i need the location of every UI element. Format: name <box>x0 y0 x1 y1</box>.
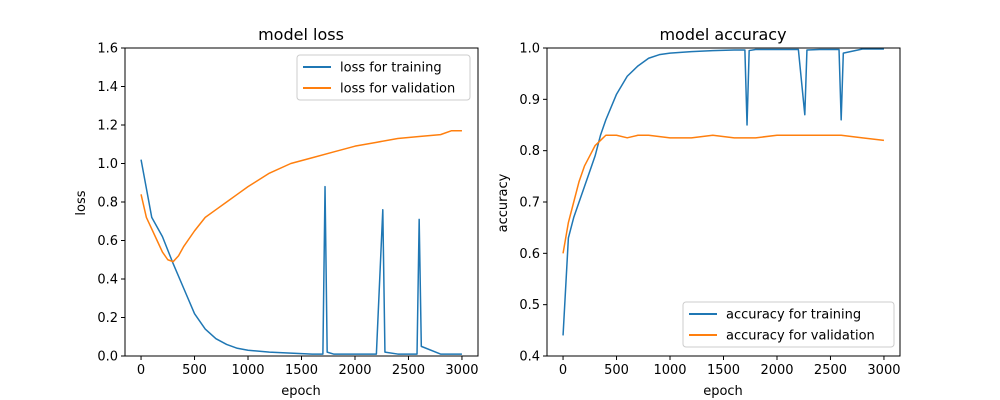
loss-y-axis-label: loss <box>74 190 89 215</box>
accuracy-x-tick-label: 2500 <box>814 363 847 378</box>
accuracy-legend-label: accuracy for validation <box>726 329 875 344</box>
loss-legend: loss for training loss for validation <box>296 54 471 101</box>
accuracy-x-tick-label: 1000 <box>653 363 686 378</box>
accuracy-chart: model accuracy epoch accuracy 0 500 1000 15… <box>496 25 901 399</box>
loss-y-tick-label: 0.4 <box>97 273 118 288</box>
loss-x-tick-label: 500 <box>182 363 207 378</box>
accuracy-y-tick-label: 0.9 <box>519 93 540 108</box>
loss-legend-box <box>296 54 471 101</box>
accuracy-y-tick-label: 0.4 <box>519 350 540 365</box>
loss-x-tick-label: 2500 <box>392 363 425 378</box>
loss-x-tick-label: 1500 <box>285 363 318 378</box>
accuracy-y-axis-label: accuracy <box>496 173 511 232</box>
accuracy-x-axis-label: epoch <box>703 384 743 399</box>
loss-x-axis-label: epoch <box>281 384 321 399</box>
accuracy-y-tick-label: 1.0 <box>519 42 540 57</box>
loss-series-line-training <box>140 159 462 355</box>
accuracy-legend: accuracy for training accuracy for valida… <box>682 301 895 348</box>
loss-y-tick-label: 0.8 <box>97 196 118 211</box>
loss-y-tick-label: 0.0 <box>97 350 118 365</box>
accuracy-series-line-training <box>562 48 884 336</box>
loss-chart-title: model loss <box>258 25 344 44</box>
accuracy-chart-title: model accuracy <box>659 25 786 44</box>
accuracy-y-tick-label: 0.7 <box>519 196 540 211</box>
accuracy-y-tick-label: 0.8 <box>519 144 540 159</box>
loss-x-tick-label: 1000 <box>231 363 264 378</box>
accuracy-y-tick-label: 0.6 <box>519 247 540 262</box>
loss-x-tick-label: 3000 <box>445 363 478 378</box>
accuracy-legend-box <box>682 301 895 348</box>
loss-legend-label: loss for validation <box>340 82 455 97</box>
loss-y-tick-label: 0.2 <box>97 311 118 326</box>
accuracy-y-tick-label: 0.5 <box>519 298 540 313</box>
loss-y-tick-label: 1.6 <box>97 42 118 57</box>
accuracy-legend-label: accuracy for training <box>726 308 861 323</box>
loss-chart: model loss epoch loss 0 500 1000 1500 2000 25… <box>74 25 479 399</box>
accuracy-x-tick-label: 1500 <box>707 363 740 378</box>
loss-series-group <box>140 130 462 355</box>
loss-y-tick-label: 1.2 <box>97 119 118 134</box>
loss-y-tick-label: 1.4 <box>97 80 118 95</box>
accuracy-x-tick-label: 500 <box>604 363 629 378</box>
accuracy-series-line-validation <box>562 134 885 254</box>
accuracy-x-tick-label: 2000 <box>760 363 793 378</box>
loss-y-tick-label: 1.0 <box>97 157 118 172</box>
loss-legend-label: loss for training <box>340 61 442 76</box>
loss-y-tick-label: 0.6 <box>97 234 118 249</box>
loss-x-tick-label: 0 <box>137 363 145 378</box>
loss-series-line-validation <box>140 130 462 263</box>
loss-x-tick-label: 2000 <box>338 363 371 378</box>
accuracy-x-tick-label: 3000 <box>867 363 900 378</box>
accuracy-x-tick-label: 0 <box>559 363 567 378</box>
accuracy-series-group <box>562 48 885 336</box>
